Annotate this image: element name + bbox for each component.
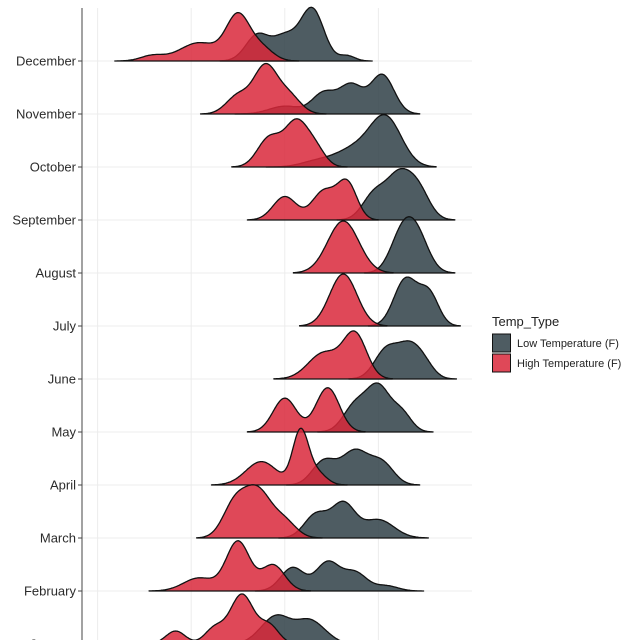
ridge-october-high [231, 118, 348, 168]
y-tick-label: November [16, 107, 77, 122]
ridge-february-high [148, 540, 312, 592]
ridge-july-low [367, 276, 461, 327]
ridge-november-high [199, 62, 327, 115]
y-axis: January February March April May June July Augu… [12, 8, 83, 640]
y-tick-label: August [36, 266, 77, 281]
ridge-july-high [298, 273, 388, 327]
ridge-may-high [246, 387, 366, 433]
legend: Temp_Type Low Temperature (F) High Temper… [492, 314, 621, 373]
y-tick-label: March [40, 531, 76, 546]
ridge-june-high [273, 330, 394, 380]
ridge-september-high [246, 178, 380, 221]
y-tick-label: September [12, 213, 76, 228]
ridge-march-low [277, 500, 429, 539]
y-tick-label: January [30, 637, 77, 640]
y-tick-label: October [30, 160, 77, 175]
ridge-december-high [114, 11, 300, 62]
y-tick-label: June [48, 372, 76, 387]
legend-label: High Temperature (F) [517, 358, 621, 370]
ridge-january-high [159, 593, 288, 640]
legend-swatch [492, 333, 511, 353]
legend-swatch [492, 353, 511, 373]
ridge-august-high [292, 220, 394, 274]
ridge-april-high [210, 427, 348, 486]
y-tick-label: July [53, 319, 77, 334]
y-tick-label: April [50, 478, 76, 493]
legend-label: Low Temperature (F) [517, 338, 619, 350]
legend-title: Temp_Type [492, 314, 559, 329]
ridge-march-high [196, 484, 323, 539]
ridges [114, 6, 461, 640]
y-tick-label: December [16, 54, 77, 69]
y-tick-label: February [24, 584, 77, 599]
y-tick-label: May [51, 425, 76, 440]
ridge-august-low [363, 216, 456, 274]
